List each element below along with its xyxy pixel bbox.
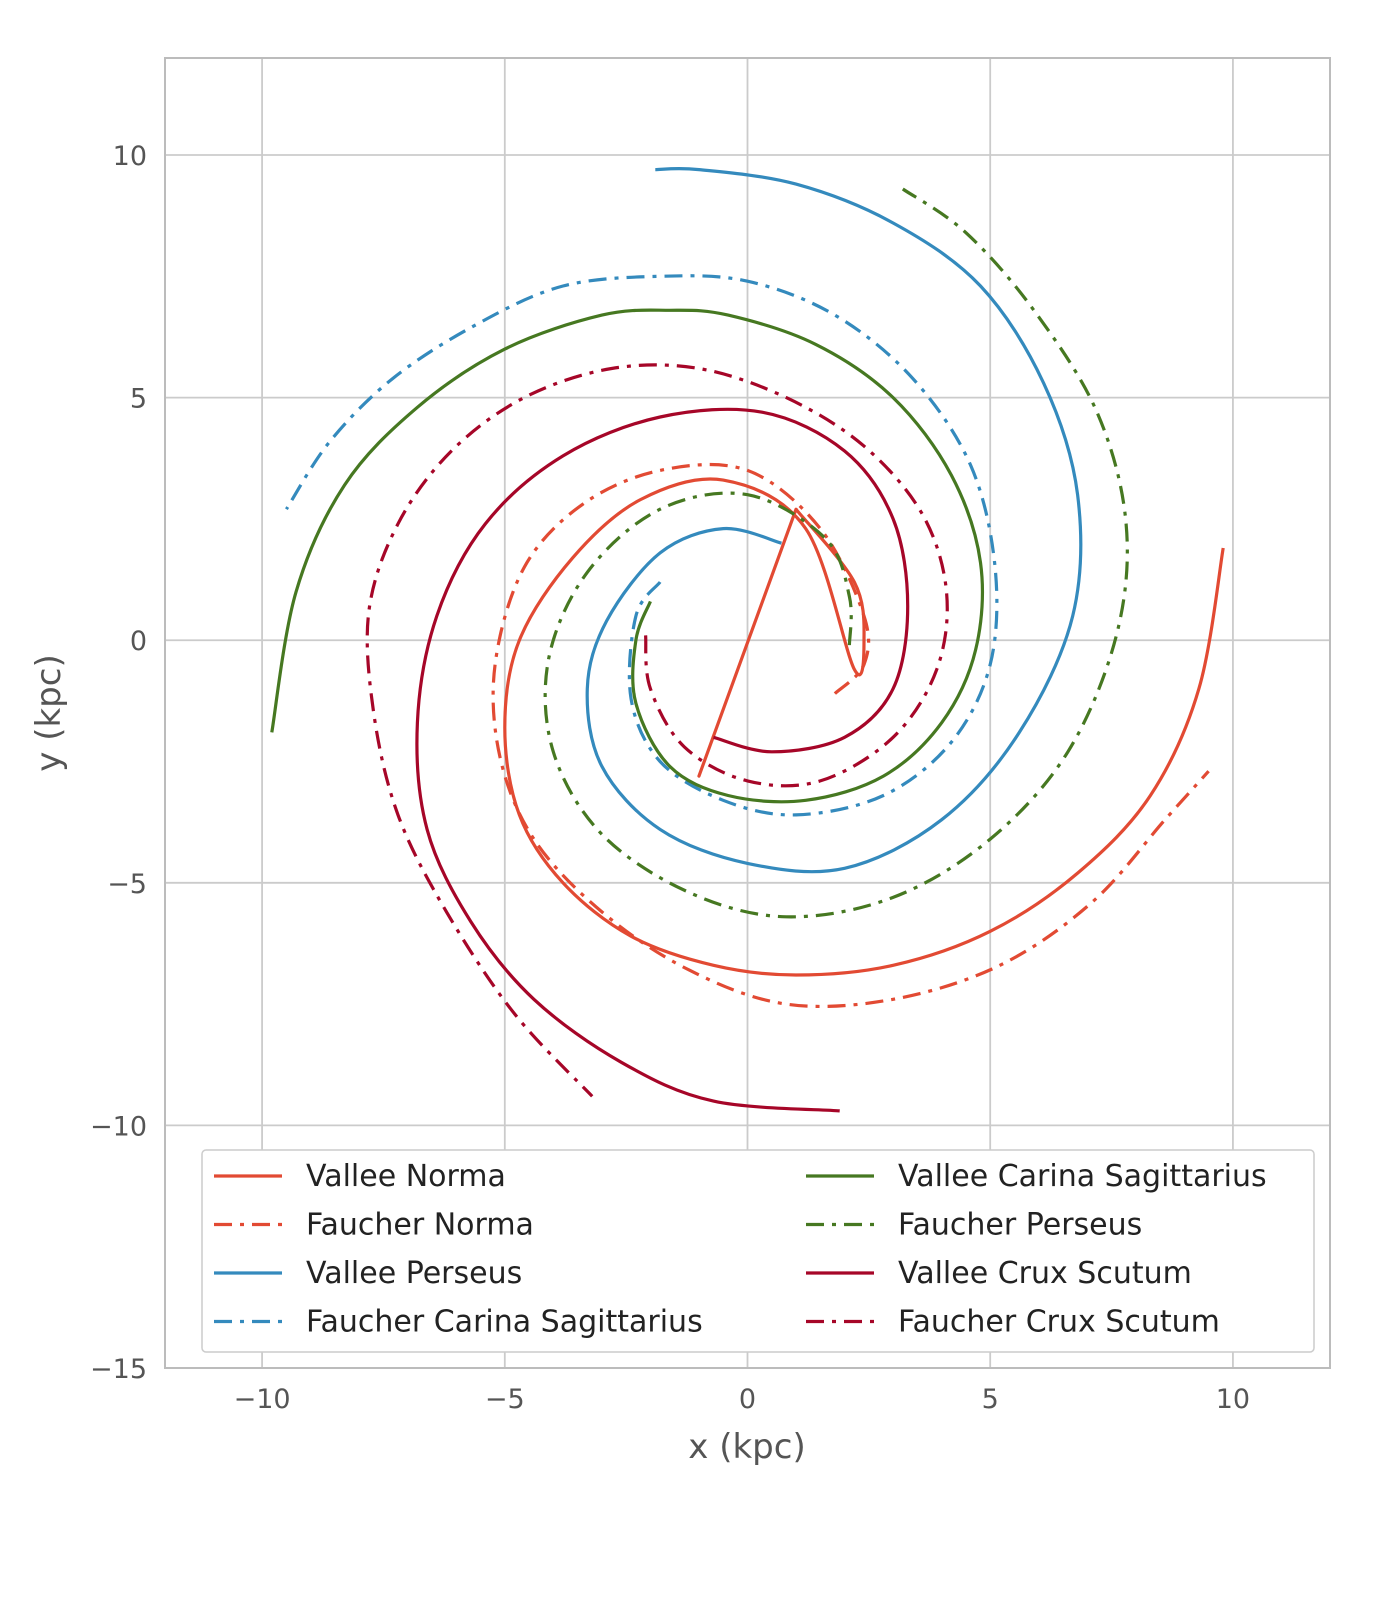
series-layer xyxy=(270,166,1225,1113)
y-tick-label: 5 xyxy=(130,384,147,415)
legend-label: Vallee Perseus xyxy=(306,1256,522,1291)
x-tick-label: 0 xyxy=(739,1384,756,1415)
legend-label: Faucher Carina Sagittarius xyxy=(306,1305,703,1340)
series-line-faucher-perseus xyxy=(543,187,1129,919)
legend-box xyxy=(201,1149,1315,1353)
y-tick-label: 10 xyxy=(113,141,147,172)
series-line-faucher-crux-scutum xyxy=(365,363,949,1098)
x-tick-label: −5 xyxy=(485,1384,525,1415)
series-line-vallee-carina-sagittarius xyxy=(270,308,985,804)
bar-segment-line xyxy=(697,507,798,778)
plot-frame xyxy=(164,57,1331,1369)
legend-label: Faucher Norma xyxy=(306,1208,534,1243)
series-line-vallee-crux-scutum xyxy=(415,407,910,1113)
x-tick-label: 10 xyxy=(1216,1384,1250,1415)
y-axis-label: y (kpc) xyxy=(29,654,69,771)
x-tick-labels: −10 −5 0 5 10 xyxy=(234,1384,1251,1415)
legend: Vallee Norma Faucher Norma Vallee Perseus F… xyxy=(201,1149,1315,1353)
x-tick-label: −10 xyxy=(234,1384,291,1415)
series-line-faucher-norma xyxy=(491,462,1210,1009)
y-tick-label: −5 xyxy=(107,869,147,900)
legend-label: Faucher Perseus xyxy=(898,1208,1142,1243)
x-axis-label: x (kpc) xyxy=(688,1427,805,1467)
y-tick-label: 0 xyxy=(130,626,147,657)
x-tick-label: 5 xyxy=(982,1384,999,1415)
legend-label: Vallee Crux Scutum xyxy=(898,1256,1192,1291)
series-line-vallee-norma xyxy=(503,477,1225,977)
legend-label: Vallee Carina Sagittarius xyxy=(898,1159,1267,1194)
series-line-vallee-perseus xyxy=(585,166,1083,874)
legend-label: Vallee Norma xyxy=(306,1159,506,1194)
legend-label: Faucher Crux Scutum xyxy=(898,1305,1220,1340)
y-tick-label: −15 xyxy=(90,1354,147,1385)
y-tick-labels: −15 −10 −5 0 5 10 xyxy=(90,141,147,1385)
y-tick-label: −10 xyxy=(90,1111,147,1142)
